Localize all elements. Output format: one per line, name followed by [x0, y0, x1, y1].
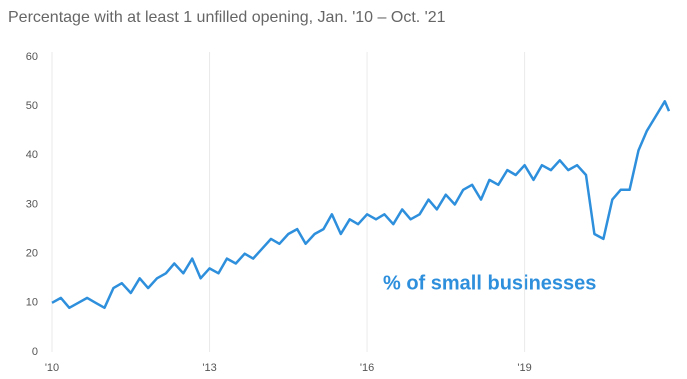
- y-tick-label: 30: [26, 198, 38, 210]
- chart-title: Percentage with at least 1 unfilled open…: [8, 9, 446, 26]
- x-tick-label: '19: [517, 362, 531, 374]
- y-tick-label: 40: [26, 149, 38, 161]
- x-tick-label: '10: [45, 362, 59, 374]
- y-tick-label: 10: [26, 297, 38, 309]
- y-tick-label: 50: [26, 100, 38, 112]
- x-tick-label: '13: [202, 362, 216, 374]
- y-tick-label: 20: [26, 248, 38, 260]
- line: [51, 100, 671, 310]
- series-label: % of small businesses: [383, 272, 596, 294]
- y-tick-label: 0: [32, 346, 38, 358]
- y-tick-label: 60: [26, 51, 38, 63]
- x-tick-label: '16: [360, 362, 374, 374]
